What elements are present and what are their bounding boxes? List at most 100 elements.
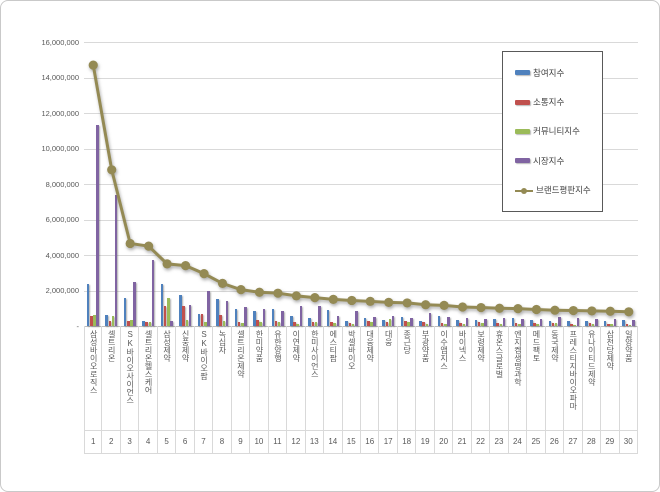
line-marker bbox=[162, 259, 172, 269]
bar-소통지수 bbox=[348, 323, 352, 326]
category-label: 바이넥스 bbox=[453, 326, 472, 430]
bar-시장지수 bbox=[354, 310, 358, 326]
bar-시장지수 bbox=[428, 312, 432, 326]
category-label: SK바이오팜 bbox=[195, 326, 214, 430]
category-name-text: 대웅제약 bbox=[365, 330, 375, 362]
line-marker bbox=[199, 269, 209, 279]
bar-참여지수 bbox=[437, 316, 441, 326]
bar-소통지수 bbox=[440, 323, 444, 326]
bar-시장지수 bbox=[262, 309, 266, 326]
line-marker bbox=[494, 303, 505, 313]
bar-참여지수 bbox=[123, 298, 127, 326]
bar-소통지수 bbox=[570, 324, 573, 326]
line-marker bbox=[328, 294, 338, 304]
bar-참여지수 bbox=[474, 319, 478, 326]
bar-시장지수 bbox=[151, 260, 155, 326]
category-rank: 25 bbox=[527, 430, 546, 453]
line-marker bbox=[273, 288, 283, 298]
bar-소통지수 bbox=[533, 323, 536, 326]
bar-커뮤니티지수 bbox=[462, 324, 466, 326]
bar-참여지수 bbox=[234, 309, 238, 326]
category-rank: 7 bbox=[195, 430, 214, 453]
bar-참여지수 bbox=[603, 320, 607, 326]
category-rank: 28 bbox=[583, 430, 602, 453]
bar-소통지수 bbox=[274, 320, 278, 326]
bar-참여지수 bbox=[142, 320, 145, 326]
bar-참여지수 bbox=[326, 310, 330, 326]
y-tick-label: 16,000,000 bbox=[41, 37, 79, 47]
category-rank: 4 bbox=[139, 430, 158, 453]
bar-소통지수 bbox=[367, 320, 370, 326]
category-rank: 15 bbox=[343, 430, 361, 453]
legend-label: 소통지수 bbox=[533, 97, 565, 108]
line-marker bbox=[310, 293, 320, 303]
bar-커뮤니티지수 bbox=[499, 324, 503, 326]
y-tick-label: 14,000,000 bbox=[41, 73, 79, 82]
category-label: 한미사이언스 bbox=[306, 326, 325, 430]
category-name-text: 셀트리온헬스케어 bbox=[144, 330, 154, 394]
legend-item: 소통지수 bbox=[515, 96, 602, 108]
legend-swatch-icon bbox=[515, 70, 530, 76]
category-rank: 2 bbox=[102, 430, 121, 453]
bar-시장지수 bbox=[96, 125, 100, 326]
bar-참여지수 bbox=[622, 319, 625, 326]
category-label: 한미약품 bbox=[250, 326, 269, 430]
category-name-text: 박셀바이오 bbox=[347, 330, 357, 370]
category-label: 셀트리온제약 bbox=[232, 326, 251, 430]
line-marker bbox=[457, 302, 468, 312]
category-label: 부광약품 bbox=[416, 326, 435, 430]
line-marker bbox=[125, 238, 135, 249]
category-label: 녹십자 bbox=[213, 326, 232, 430]
bar-소통지수 bbox=[477, 322, 481, 326]
category-name-text: 이수앱지스 bbox=[439, 330, 449, 370]
category-name-text: 휴온스글로벌 bbox=[494, 330, 504, 378]
bar-커뮤니티지수 bbox=[222, 320, 226, 326]
bar-시장지수 bbox=[576, 318, 580, 326]
category-rank: 10 bbox=[250, 430, 269, 453]
bar-소통지수 bbox=[108, 320, 112, 326]
bar-커뮤니티지수 bbox=[167, 298, 170, 326]
bar-커뮤니티지수 bbox=[591, 324, 595, 326]
bar-소통지수 bbox=[459, 323, 462, 326]
bar-소통지수 bbox=[385, 322, 389, 326]
x-axis-separator-bottom bbox=[84, 453, 638, 454]
legend-swatch-icon bbox=[515, 128, 530, 134]
y-tick-label: 8,000,000 bbox=[45, 179, 79, 189]
category-name-text: 프레스티지바이오파마 bbox=[568, 330, 578, 410]
bar-소통지수 bbox=[237, 322, 241, 326]
line-marker bbox=[605, 306, 615, 316]
bar-커뮤니티지수 bbox=[407, 322, 410, 326]
bar-커뮤니티지수 bbox=[425, 324, 429, 326]
category-rank: 20 bbox=[435, 430, 454, 453]
category-name-text: 셀트리온제약 bbox=[236, 330, 246, 378]
category-rank: 12 bbox=[287, 430, 306, 453]
bar-시장지수 bbox=[410, 318, 413, 326]
category-label: 이연제약 bbox=[287, 326, 306, 430]
bar-시장지수 bbox=[539, 318, 543, 326]
bar-참여지수 bbox=[493, 318, 496, 326]
category-name-text: 바이넥스 bbox=[458, 330, 468, 362]
bar-커뮤니티지수 bbox=[93, 315, 96, 326]
gridline bbox=[84, 184, 638, 185]
legend-swatch-icon bbox=[515, 158, 530, 164]
bar-시장지수 bbox=[188, 304, 192, 326]
category-name-text: 보령제약 bbox=[476, 330, 486, 362]
bar-소통지수 bbox=[607, 324, 610, 326]
y-tick-label: 2,000,000 bbox=[45, 286, 79, 295]
category-name-text: 유한양행 bbox=[273, 330, 283, 362]
category-label: 프레스티지바이오파마 bbox=[564, 326, 583, 430]
category-rank: 16 bbox=[361, 430, 380, 453]
line-marker bbox=[254, 287, 265, 297]
category-label: 에스티팜 bbox=[324, 326, 343, 430]
category-name-text: 한미사이언스 bbox=[310, 330, 320, 378]
line-marker bbox=[365, 296, 375, 306]
legend-label: 참여지수 bbox=[533, 67, 565, 78]
legend-item: 커뮤니티지수 bbox=[515, 125, 602, 137]
category-label: 종근당 bbox=[398, 326, 417, 430]
bar-커뮤니티지수 bbox=[628, 325, 632, 326]
line-marker bbox=[347, 295, 357, 306]
bar-참여지수 bbox=[179, 294, 182, 326]
